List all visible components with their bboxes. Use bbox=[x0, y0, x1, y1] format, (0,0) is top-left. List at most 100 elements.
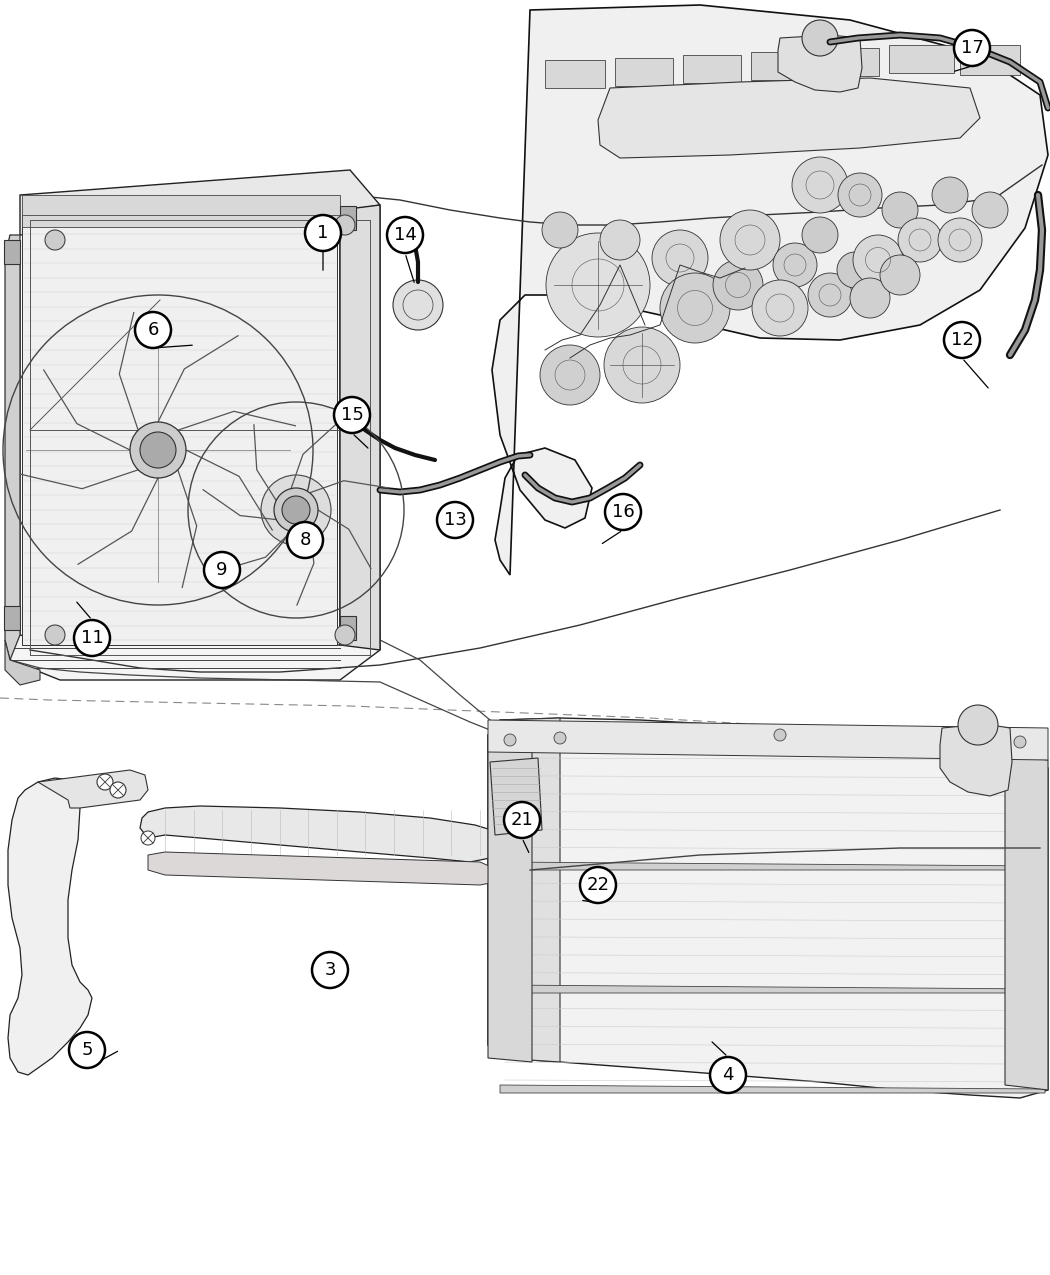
Polygon shape bbox=[500, 986, 1045, 993]
Circle shape bbox=[720, 210, 780, 270]
Circle shape bbox=[274, 488, 318, 532]
Circle shape bbox=[802, 20, 838, 56]
Text: 4: 4 bbox=[722, 1066, 734, 1084]
Circle shape bbox=[802, 217, 838, 252]
Circle shape bbox=[334, 397, 370, 434]
Circle shape bbox=[938, 218, 982, 261]
Circle shape bbox=[1014, 736, 1026, 748]
Text: 11: 11 bbox=[81, 629, 103, 646]
Text: 22: 22 bbox=[587, 876, 609, 894]
Text: 9: 9 bbox=[216, 561, 228, 579]
Circle shape bbox=[335, 215, 355, 235]
Circle shape bbox=[954, 31, 990, 66]
Circle shape bbox=[652, 230, 708, 286]
Circle shape bbox=[554, 732, 566, 745]
Polygon shape bbox=[10, 205, 380, 680]
Polygon shape bbox=[8, 778, 92, 1075]
Polygon shape bbox=[500, 738, 1045, 746]
Circle shape bbox=[393, 280, 443, 330]
Polygon shape bbox=[889, 45, 954, 73]
Polygon shape bbox=[751, 52, 808, 80]
Polygon shape bbox=[682, 55, 741, 83]
Circle shape bbox=[74, 620, 110, 657]
Circle shape bbox=[932, 177, 968, 213]
Circle shape bbox=[752, 280, 808, 337]
Circle shape bbox=[882, 193, 918, 228]
Circle shape bbox=[850, 278, 890, 317]
Polygon shape bbox=[4, 606, 20, 630]
Text: 15: 15 bbox=[340, 405, 363, 425]
Polygon shape bbox=[340, 207, 356, 230]
Polygon shape bbox=[492, 5, 1048, 575]
Polygon shape bbox=[960, 45, 1020, 75]
Text: 17: 17 bbox=[961, 40, 984, 57]
Polygon shape bbox=[340, 616, 356, 640]
Text: 16: 16 bbox=[611, 504, 634, 521]
Circle shape bbox=[141, 831, 155, 845]
Circle shape bbox=[204, 552, 240, 588]
Polygon shape bbox=[148, 852, 498, 885]
Circle shape bbox=[713, 260, 763, 310]
Polygon shape bbox=[5, 235, 20, 660]
Polygon shape bbox=[140, 806, 498, 862]
Circle shape bbox=[540, 346, 600, 405]
Text: 6: 6 bbox=[147, 321, 159, 339]
Circle shape bbox=[853, 235, 903, 286]
Polygon shape bbox=[5, 640, 40, 685]
Circle shape bbox=[605, 493, 640, 530]
Circle shape bbox=[504, 802, 540, 838]
Polygon shape bbox=[4, 240, 20, 264]
Polygon shape bbox=[819, 48, 879, 76]
Polygon shape bbox=[488, 718, 560, 1062]
Circle shape bbox=[335, 625, 355, 645]
Polygon shape bbox=[22, 195, 340, 217]
Text: 12: 12 bbox=[950, 332, 973, 349]
Text: 5: 5 bbox=[81, 1040, 92, 1060]
Circle shape bbox=[710, 1057, 746, 1093]
Polygon shape bbox=[38, 770, 148, 808]
Text: 21: 21 bbox=[510, 811, 533, 829]
Circle shape bbox=[546, 233, 650, 337]
Polygon shape bbox=[22, 215, 337, 645]
Circle shape bbox=[45, 230, 65, 250]
Polygon shape bbox=[488, 720, 1048, 760]
Circle shape bbox=[773, 244, 817, 287]
Circle shape bbox=[110, 782, 126, 798]
Text: 14: 14 bbox=[394, 226, 417, 244]
Polygon shape bbox=[545, 60, 605, 88]
Polygon shape bbox=[490, 759, 542, 835]
Circle shape bbox=[660, 273, 730, 343]
Polygon shape bbox=[340, 205, 380, 650]
Circle shape bbox=[792, 157, 848, 213]
Circle shape bbox=[944, 323, 980, 358]
Circle shape bbox=[45, 625, 65, 645]
Polygon shape bbox=[1005, 755, 1048, 1090]
Circle shape bbox=[808, 273, 852, 317]
Polygon shape bbox=[615, 57, 673, 85]
Circle shape bbox=[542, 212, 578, 249]
Text: 1: 1 bbox=[317, 224, 329, 242]
Circle shape bbox=[312, 952, 348, 988]
Circle shape bbox=[504, 734, 516, 746]
Polygon shape bbox=[20, 170, 380, 235]
Circle shape bbox=[774, 729, 786, 741]
Text: 13: 13 bbox=[443, 511, 466, 529]
Polygon shape bbox=[778, 34, 862, 92]
Polygon shape bbox=[940, 724, 1012, 796]
Circle shape bbox=[304, 215, 341, 251]
Polygon shape bbox=[488, 718, 1048, 1098]
Circle shape bbox=[437, 502, 472, 538]
Polygon shape bbox=[488, 731, 532, 1062]
Polygon shape bbox=[500, 1085, 1045, 1093]
Circle shape bbox=[97, 774, 113, 790]
Circle shape bbox=[261, 476, 331, 544]
Circle shape bbox=[135, 312, 171, 348]
Text: 3: 3 bbox=[324, 961, 336, 979]
Circle shape bbox=[282, 496, 310, 524]
Text: 8: 8 bbox=[299, 530, 311, 550]
Circle shape bbox=[130, 422, 186, 478]
Circle shape bbox=[837, 252, 873, 288]
Polygon shape bbox=[500, 862, 1045, 870]
Circle shape bbox=[958, 705, 998, 745]
Circle shape bbox=[140, 432, 176, 468]
